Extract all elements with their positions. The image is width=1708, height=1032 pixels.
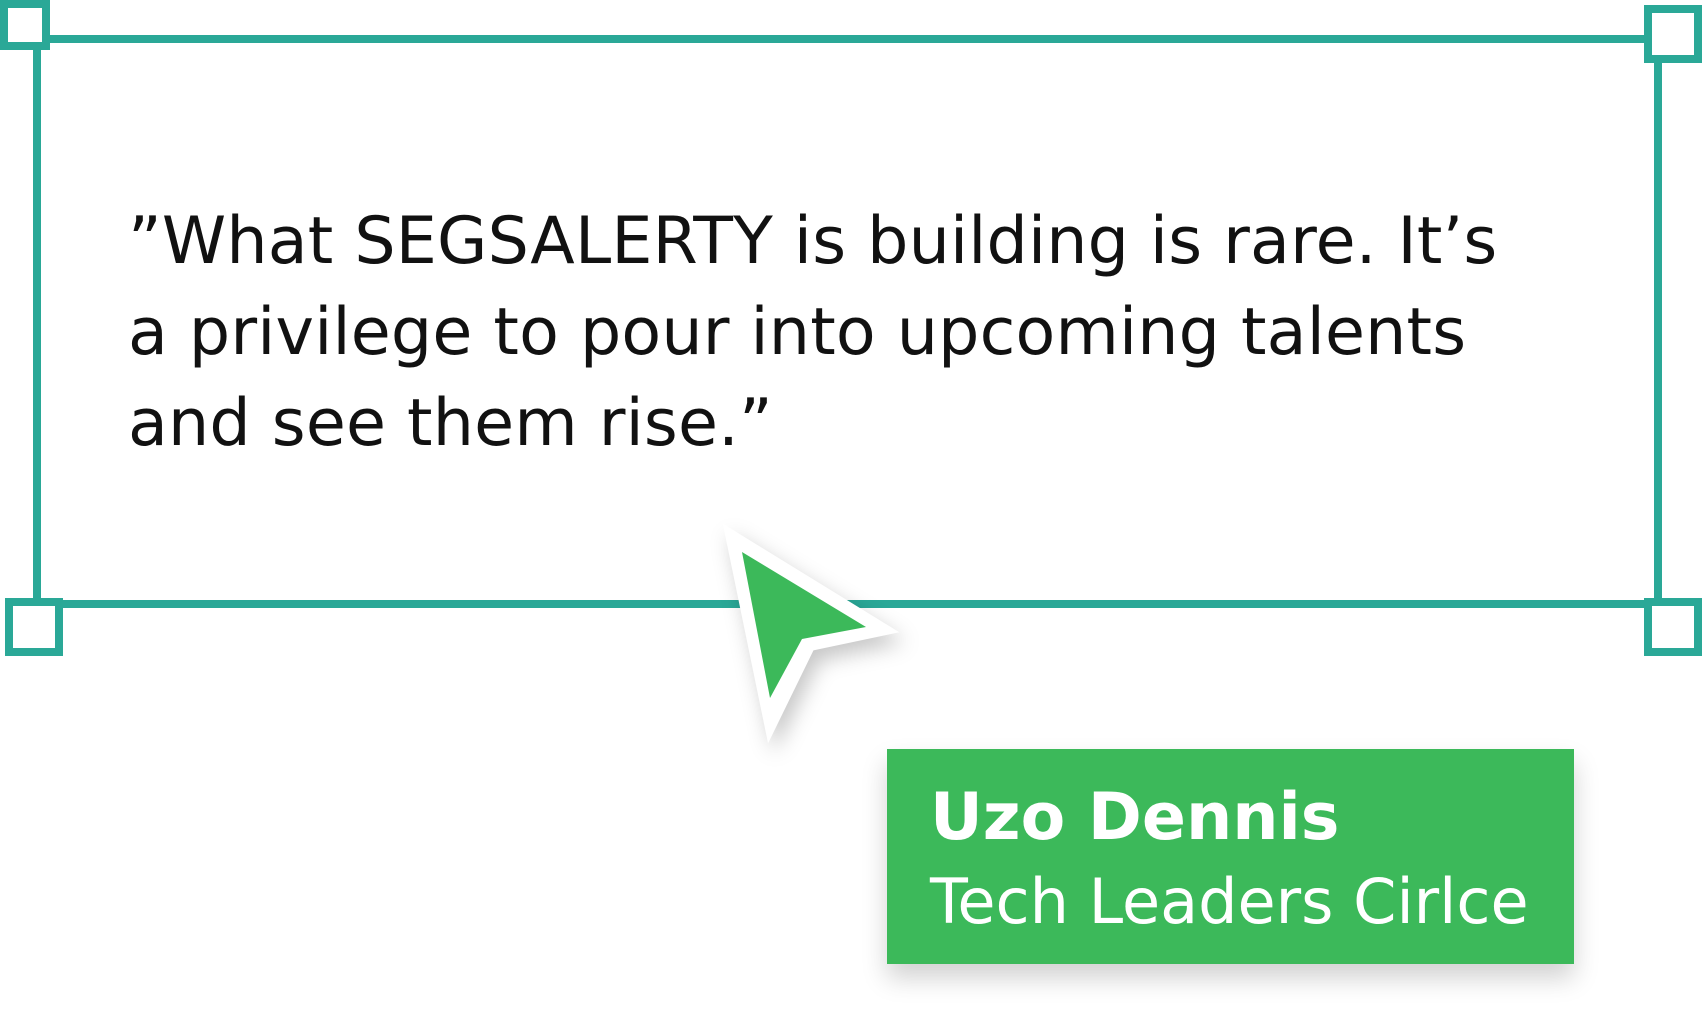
attribution-card: Uzo Dennis Tech Leaders Cirlce bbox=[887, 749, 1574, 964]
resize-handle-bottom-right[interactable] bbox=[1644, 598, 1702, 656]
author-organization: Tech Leaders Cirlce bbox=[930, 865, 1529, 938]
resize-handle-top-left[interactable] bbox=[0, 0, 50, 50]
author-name: Uzo Dennis bbox=[930, 780, 1340, 855]
quote-line: and see them rise.” bbox=[128, 386, 773, 461]
testimonial-quote: ”What SEGSALERTY is building is rare. It… bbox=[128, 196, 1578, 469]
quote-line: ”What SEGSALERTY is building is rare. It… bbox=[128, 204, 1498, 279]
resize-handle-top-right[interactable] bbox=[1644, 5, 1702, 63]
selection-frame[interactable] bbox=[33, 35, 1662, 608]
resize-handle-bottom-left[interactable] bbox=[5, 598, 63, 656]
quote-line: a privilege to pour into upcoming talent… bbox=[128, 295, 1467, 370]
pointer-arrow-icon bbox=[722, 523, 900, 744]
